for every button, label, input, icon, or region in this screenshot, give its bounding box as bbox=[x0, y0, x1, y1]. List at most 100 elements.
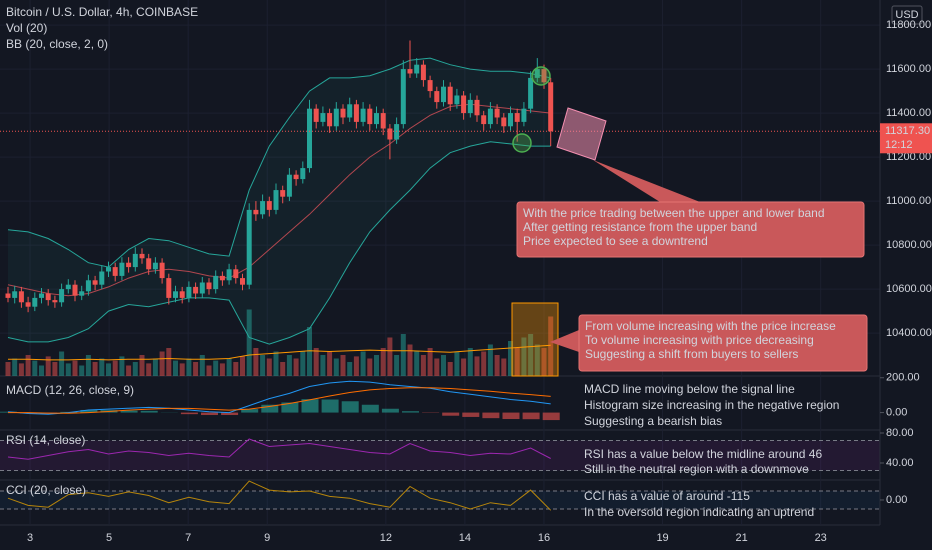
macd-histogram-bar bbox=[381, 408, 399, 413]
candle-body bbox=[59, 289, 65, 303]
indicator-label: BB (20, close, 2, 0) bbox=[6, 37, 108, 51]
candle-body bbox=[246, 209, 252, 285]
annotation-text: Suggesting a bearish bias bbox=[584, 414, 722, 428]
candle-body bbox=[5, 293, 11, 298]
countdown: 12:12 bbox=[885, 139, 913, 151]
volume-bar bbox=[347, 362, 353, 376]
candle-body bbox=[152, 262, 158, 270]
y-tick-label: 80.00 bbox=[886, 427, 914, 439]
annotation-text: With the price trading between the upper… bbox=[523, 206, 825, 220]
candle-body bbox=[18, 291, 24, 303]
volume-bar bbox=[139, 355, 145, 376]
chart-title: Bitcoin / U.S. Dollar, 4h, COINBASE bbox=[6, 5, 198, 19]
candle-body bbox=[45, 293, 51, 301]
volume-bar bbox=[481, 351, 487, 376]
candle-body bbox=[447, 86, 453, 105]
volume-bar bbox=[99, 358, 105, 376]
volume-bar bbox=[193, 362, 199, 376]
macd-histogram-bar bbox=[442, 412, 460, 416]
candle-body bbox=[467, 99, 473, 114]
x-tick-label: 9 bbox=[264, 532, 270, 544]
volume-bar bbox=[474, 356, 480, 376]
y-tick-label: 11200.00 bbox=[886, 151, 931, 163]
volume-bar bbox=[253, 348, 259, 376]
macd-histogram-bar bbox=[502, 412, 520, 420]
highlight-box bbox=[511, 302, 559, 377]
volume-bar bbox=[233, 362, 239, 376]
macd-histogram-bar bbox=[281, 402, 299, 413]
volume-bar bbox=[528, 334, 534, 376]
candle-body bbox=[32, 297, 38, 307]
y-tick-label: 11600.00 bbox=[886, 63, 931, 75]
volume-bar bbox=[39, 365, 44, 376]
volume-bar bbox=[152, 358, 158, 376]
bollinger-middle bbox=[7, 103, 551, 297]
macd-histogram-bar bbox=[522, 412, 540, 420]
macd-histogram-bar bbox=[542, 412, 560, 421]
volume-bar bbox=[85, 355, 91, 376]
candle-body bbox=[313, 108, 319, 122]
candle-body bbox=[420, 64, 426, 81]
candle-body bbox=[39, 293, 44, 298]
volume-bar bbox=[360, 351, 366, 376]
candle-body bbox=[494, 108, 500, 118]
candle-body bbox=[548, 82, 554, 132]
volume-bar bbox=[179, 363, 185, 376]
macd-histogram-bar bbox=[462, 412, 480, 417]
candle-body bbox=[327, 113, 333, 127]
signal-line bbox=[8, 387, 551, 414]
annotation-text: Suggesting a shift from buyers to seller… bbox=[585, 347, 798, 361]
volume-bar bbox=[32, 360, 38, 376]
volume-bar bbox=[394, 355, 400, 376]
candle-body bbox=[360, 108, 366, 122]
volume-bar bbox=[407, 344, 413, 376]
volume-bar bbox=[300, 351, 306, 376]
candle-body bbox=[387, 128, 393, 140]
macd-histogram-bar bbox=[80, 409, 98, 413]
candle-body bbox=[52, 300, 58, 303]
x-tick-label: 14 bbox=[459, 532, 471, 544]
candle-body bbox=[300, 168, 306, 180]
y-tick-label: 11800.00 bbox=[886, 19, 931, 31]
volume-bar bbox=[79, 365, 85, 376]
volume-bar bbox=[333, 358, 339, 376]
volume-bar bbox=[427, 348, 433, 376]
candle-body bbox=[146, 258, 152, 270]
candle-body bbox=[514, 113, 520, 122]
x-tick-label: 16 bbox=[538, 532, 550, 544]
volume-bar bbox=[340, 355, 346, 376]
candle-body bbox=[139, 253, 145, 259]
macd-histogram-bar bbox=[140, 410, 158, 413]
candle-body bbox=[434, 91, 440, 103]
volume-bar bbox=[467, 348, 473, 376]
volume-ma bbox=[8, 344, 551, 361]
annotation-text: RSI has a value below the midline around… bbox=[584, 447, 822, 461]
candle-body bbox=[508, 113, 513, 127]
candle-body bbox=[179, 291, 185, 298]
volume-bar bbox=[92, 362, 98, 376]
y-tick-label: 10400.00 bbox=[886, 327, 932, 339]
annotation-text: After getting resistance from the upper … bbox=[523, 220, 757, 234]
volume-bar bbox=[159, 351, 165, 376]
candle-body bbox=[219, 275, 225, 281]
currency-box bbox=[891, 5, 923, 25]
candle-body bbox=[266, 201, 272, 210]
candle-body bbox=[132, 253, 138, 268]
volume-bar bbox=[307, 327, 312, 376]
bollinger-lower bbox=[7, 141, 551, 345]
macd-line bbox=[7, 380, 551, 415]
bollinger-upper bbox=[7, 57, 551, 268]
volume-bar bbox=[126, 365, 132, 376]
callout-box bbox=[516, 201, 865, 258]
candle-body bbox=[340, 108, 346, 118]
annotation-text: From volume increasing with the price in… bbox=[585, 319, 836, 333]
annotations: With the price trading between the upper… bbox=[516, 160, 868, 519]
volume-bar bbox=[240, 356, 245, 376]
volume-bar bbox=[501, 358, 507, 376]
candle-body bbox=[119, 262, 125, 276]
x-tick-label: 3 bbox=[27, 532, 33, 544]
volume-bar bbox=[441, 355, 446, 376]
y-tick-label: 11400.00 bbox=[886, 107, 931, 119]
annotation-text: MACD line moving below the signal line bbox=[584, 382, 795, 396]
